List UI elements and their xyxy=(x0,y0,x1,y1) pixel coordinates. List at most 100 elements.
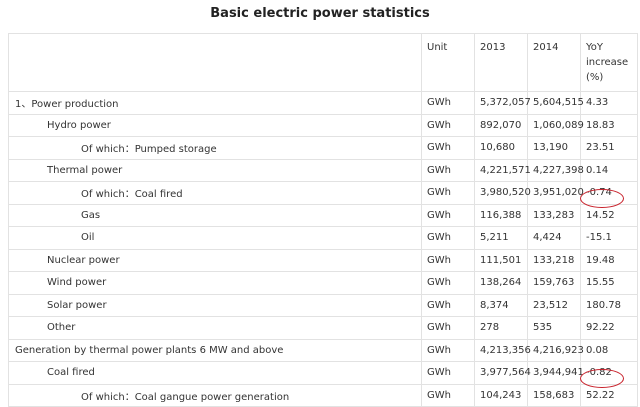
cell-text: 10,680 xyxy=(480,142,515,154)
cell: -0.82 xyxy=(580,361,638,385)
row-label: 1、Power production xyxy=(8,91,422,115)
cell: GWh xyxy=(421,316,475,340)
cell-text: 5,211 xyxy=(480,232,509,244)
table-row: Solar power GWh 8,374 23,512 180.78 xyxy=(8,293,638,317)
cell: 4,216,923 xyxy=(527,338,584,362)
table-row: 1、Power production GWh 5,372,057 5,604,515 4… xyxy=(8,91,638,115)
cell-text: GWh xyxy=(427,97,451,109)
cell-text: GWh xyxy=(427,277,451,289)
cell-text: GWh xyxy=(427,187,451,199)
cell: 138,264 xyxy=(474,271,528,295)
cell-text: 104,243 xyxy=(480,389,522,401)
cell-text: 92.22 xyxy=(586,322,615,334)
cell-text: GWh xyxy=(427,367,451,379)
cell: 104,243 xyxy=(474,383,528,407)
cell-text: Wind power xyxy=(47,277,107,289)
cell-text: Hydro power xyxy=(47,119,111,131)
table-row: Of which：Coal gangue power generation GWh… xyxy=(8,383,638,407)
cell-text: -0.74 xyxy=(586,187,612,199)
cell: 3,951,020 xyxy=(527,181,584,205)
cell-text: 180.78 xyxy=(586,299,621,311)
cell-text: 3,977,564 xyxy=(480,367,531,379)
cell: 19.48 xyxy=(580,248,638,272)
cell: 4,213,356 xyxy=(474,338,531,362)
row-label: Wind power xyxy=(8,271,422,295)
cell-text: GWh xyxy=(427,119,451,131)
cell-text: 4.33 xyxy=(586,97,609,109)
cell: 535 xyxy=(527,316,581,340)
cell-text: 23.51 xyxy=(586,142,615,154)
cell-text: 4,227,398 xyxy=(533,164,584,176)
cell-text: 5,604,515 xyxy=(533,97,584,109)
row-label: Coal fired xyxy=(8,361,422,385)
row-label: Of which：Coal gangue power generation xyxy=(8,383,422,407)
cell: GWh xyxy=(421,271,475,295)
cell: 18.83 xyxy=(580,113,638,137)
cell: 116,388 xyxy=(474,203,528,227)
cell-text: 138,264 xyxy=(480,277,522,289)
cell: 0.08 xyxy=(580,338,638,362)
cell-text: Gas xyxy=(81,209,101,221)
cell-text: 1,060,089 xyxy=(533,119,584,131)
cell: GWh xyxy=(421,203,475,227)
cell: 158,683 xyxy=(527,383,581,407)
cell-text: 159,763 xyxy=(533,277,575,289)
cell-text: 3,944,941 xyxy=(533,367,584,379)
cell: GWh xyxy=(421,293,475,317)
cell-text: 0.14 xyxy=(586,164,609,176)
cell: 13,190 xyxy=(527,136,581,160)
row-label: Generation by thermal power plants 6 MW … xyxy=(8,338,422,362)
cell: GWh xyxy=(421,113,475,137)
cell-text: 133,218 xyxy=(533,254,575,266)
row-label: Gas xyxy=(8,203,422,227)
cell-text: 15.55 xyxy=(586,277,615,289)
cell-text: Thermal power xyxy=(47,164,123,176)
cell: 92.22 xyxy=(580,316,638,340)
cell: 3,944,941 xyxy=(527,361,584,385)
table-row: Oil GWh 5,211 4,424 -15.1 xyxy=(8,226,638,250)
cell: 4,221,571 xyxy=(474,158,531,182)
cell: 4,424 xyxy=(527,226,581,250)
cell: 5,372,057 xyxy=(474,91,531,115)
cell-text: 23,512 xyxy=(533,299,568,311)
row-label: Of which：Coal fired xyxy=(8,181,422,205)
cell: GWh xyxy=(421,136,475,160)
row-label: Thermal power xyxy=(8,158,422,182)
cell-text: GWh xyxy=(427,164,451,176)
cell: 0.14 xyxy=(580,158,638,182)
cell-text: 4,424 xyxy=(533,232,562,244)
table-row: Gas GWh 116,388 133,283 14.52 xyxy=(8,203,638,227)
cell: 10,680 xyxy=(474,136,528,160)
cell-text: GWh xyxy=(427,232,451,244)
table-row: Thermal power GWh 4,221,571 4,227,398 0.14 xyxy=(8,158,638,182)
cell-text: 111,501 xyxy=(480,254,522,266)
cell-text: 278 xyxy=(480,322,500,334)
cell-text: GWh xyxy=(427,254,451,266)
cell-text: 3,951,020 xyxy=(533,187,584,199)
cell-text: 892,070 xyxy=(480,119,522,131)
table-row: Wind power GWh 138,264 159,763 15.55 xyxy=(8,271,638,295)
page-title: Basic electric power statistics xyxy=(210,6,430,21)
table-row: Of which：Pumped storage GWh 10,680 13,190 23… xyxy=(8,136,638,160)
cell-text: 1、Power production xyxy=(15,99,119,111)
cell-text: 8,374 xyxy=(480,299,509,311)
cell: GWh xyxy=(421,158,475,182)
cell: -0.74 xyxy=(580,181,638,205)
cell-text: 52.22 xyxy=(586,389,615,401)
table-row: Generation by thermal power plants 6 MW … xyxy=(8,338,638,362)
cell: 8,374 xyxy=(474,293,528,317)
table-row: Hydro power GWh 892,070 1,060,089 18.83 xyxy=(8,113,638,137)
cell: 3,980,520 xyxy=(474,181,531,205)
cell-text: 4,216,923 xyxy=(533,344,584,356)
cell-text: GWh xyxy=(427,209,451,221)
cell: GWh xyxy=(421,226,475,250)
cell: GWh xyxy=(421,361,475,385)
cell: 15.55 xyxy=(580,271,638,295)
cell-text: 13,190 xyxy=(533,142,568,154)
cell-text: Other xyxy=(47,322,76,334)
cell-text: GWh xyxy=(427,322,451,334)
cell-text: 19.48 xyxy=(586,254,615,266)
cell: 3,977,564 xyxy=(474,361,531,385)
cell: 278 xyxy=(474,316,528,340)
cell: 180.78 xyxy=(580,293,638,317)
